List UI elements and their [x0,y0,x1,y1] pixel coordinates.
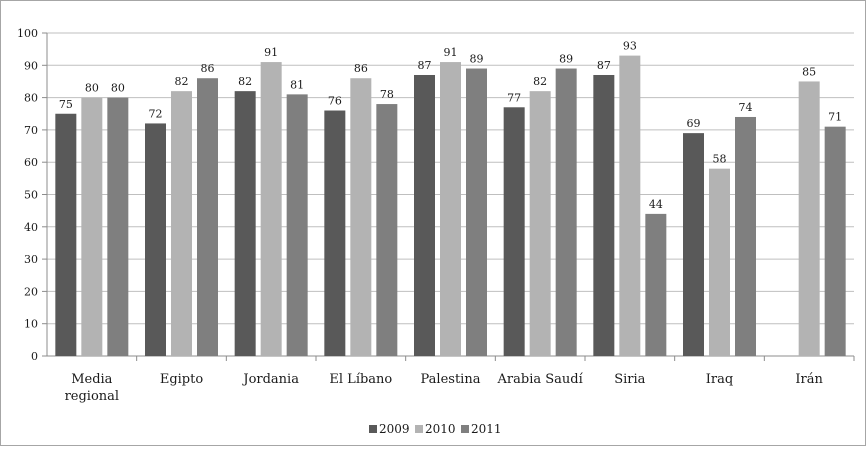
bar-2010 [798,81,820,356]
data-label: 80 [85,82,99,95]
x-category-label: Egipto [160,372,204,387]
bar-2009 [593,74,615,357]
data-label: 82 [533,75,547,88]
data-label: 91 [264,46,278,59]
bar-2010 [260,62,282,356]
data-label: 89 [470,53,484,66]
y-tick-label: 60 [24,156,38,169]
bar-2011 [376,104,398,356]
data-label: 91 [444,46,458,59]
bar-2009 [683,133,704,356]
bar-2010 [171,91,192,356]
bar-2010 [81,97,103,356]
legend-swatch-2009 [369,425,377,433]
y-tick-label: 30 [24,253,38,266]
x-category-label: Palestina [421,372,481,387]
legend[interactable]: 2009 2010 2011 [369,422,502,436]
data-label: 58 [713,153,727,166]
legend-label-2009[interactable]: 2009 [379,422,410,436]
y-tick-label: 50 [24,189,38,202]
data-label: 87 [418,59,432,72]
x-category-label: Media regional [65,372,120,404]
legend-swatch-2011 [461,425,469,433]
data-label: 75 [59,98,73,111]
bar-2009 [324,110,346,357]
data-label: 93 [623,40,637,53]
data-label: 81 [290,78,304,91]
bar-2011 [286,94,308,357]
category-labels: Media regional Egipto Jordania El Líbano Pale… [65,372,824,404]
bar-2011 [107,97,129,356]
bars [55,55,846,357]
legend-swatch-2010 [415,425,423,433]
y-tick-label: 20 [24,285,38,298]
bar-2009 [503,107,525,356]
y-tick-label: 80 [24,92,38,105]
x-category-label: Iraq [706,372,733,387]
data-label: 80 [111,82,125,95]
data-label: 71 [828,111,842,124]
bar-2010 [529,91,551,356]
data-label: 82 [238,75,252,88]
data-label: 72 [149,107,163,120]
data-label: 82 [175,75,189,88]
bar-2010 [709,168,730,356]
bar-2011 [555,68,577,356]
y-tick-label: 70 [24,124,38,137]
bar-2011 [645,213,667,356]
y-tick-label: 100 [17,27,38,40]
data-label: 87 [597,59,611,72]
data-label: 77 [507,91,521,104]
y-tick-label: 40 [24,221,38,234]
y-tick-label: 90 [24,59,38,72]
x-category-label: Jordania [241,372,299,387]
bar-2009 [145,123,166,356]
x-category-label: Arabia Saudí [497,372,584,387]
bar-2011 [466,68,487,356]
data-label: 89 [559,53,573,66]
bar-2010 [619,55,641,357]
data-label: 86 [354,62,368,75]
data-label: 76 [328,95,342,108]
bar-2009 [234,91,256,356]
x-category-label: Siria [614,372,645,387]
y-tick-label: 0 [31,350,38,363]
x-category-label: Irán [795,372,823,387]
data-label: 74 [739,101,753,114]
x-category-label: El Líbano [329,372,392,387]
data-label: 78 [380,88,394,101]
data-label: 85 [802,65,816,78]
bar-2011 [197,78,218,356]
legend-label-2010[interactable]: 2010 [425,422,456,436]
bar-2009 [414,74,435,357]
bar-2011 [824,126,846,356]
data-label: 86 [201,62,215,75]
y-tick-label: 10 [24,318,38,331]
data-label: 44 [649,198,663,211]
legend-label-2011[interactable]: 2011 [471,422,502,436]
bar-2010 [350,78,372,356]
data-labels: 75 80 80 72 82 86 82 91 81 76 86 78 87 91 89 77 82 89 87 93… [59,40,842,211]
data-label: 69 [687,117,701,130]
bar-2010 [440,62,461,356]
bar-2011 [735,116,756,356]
bar-2009 [55,113,77,356]
